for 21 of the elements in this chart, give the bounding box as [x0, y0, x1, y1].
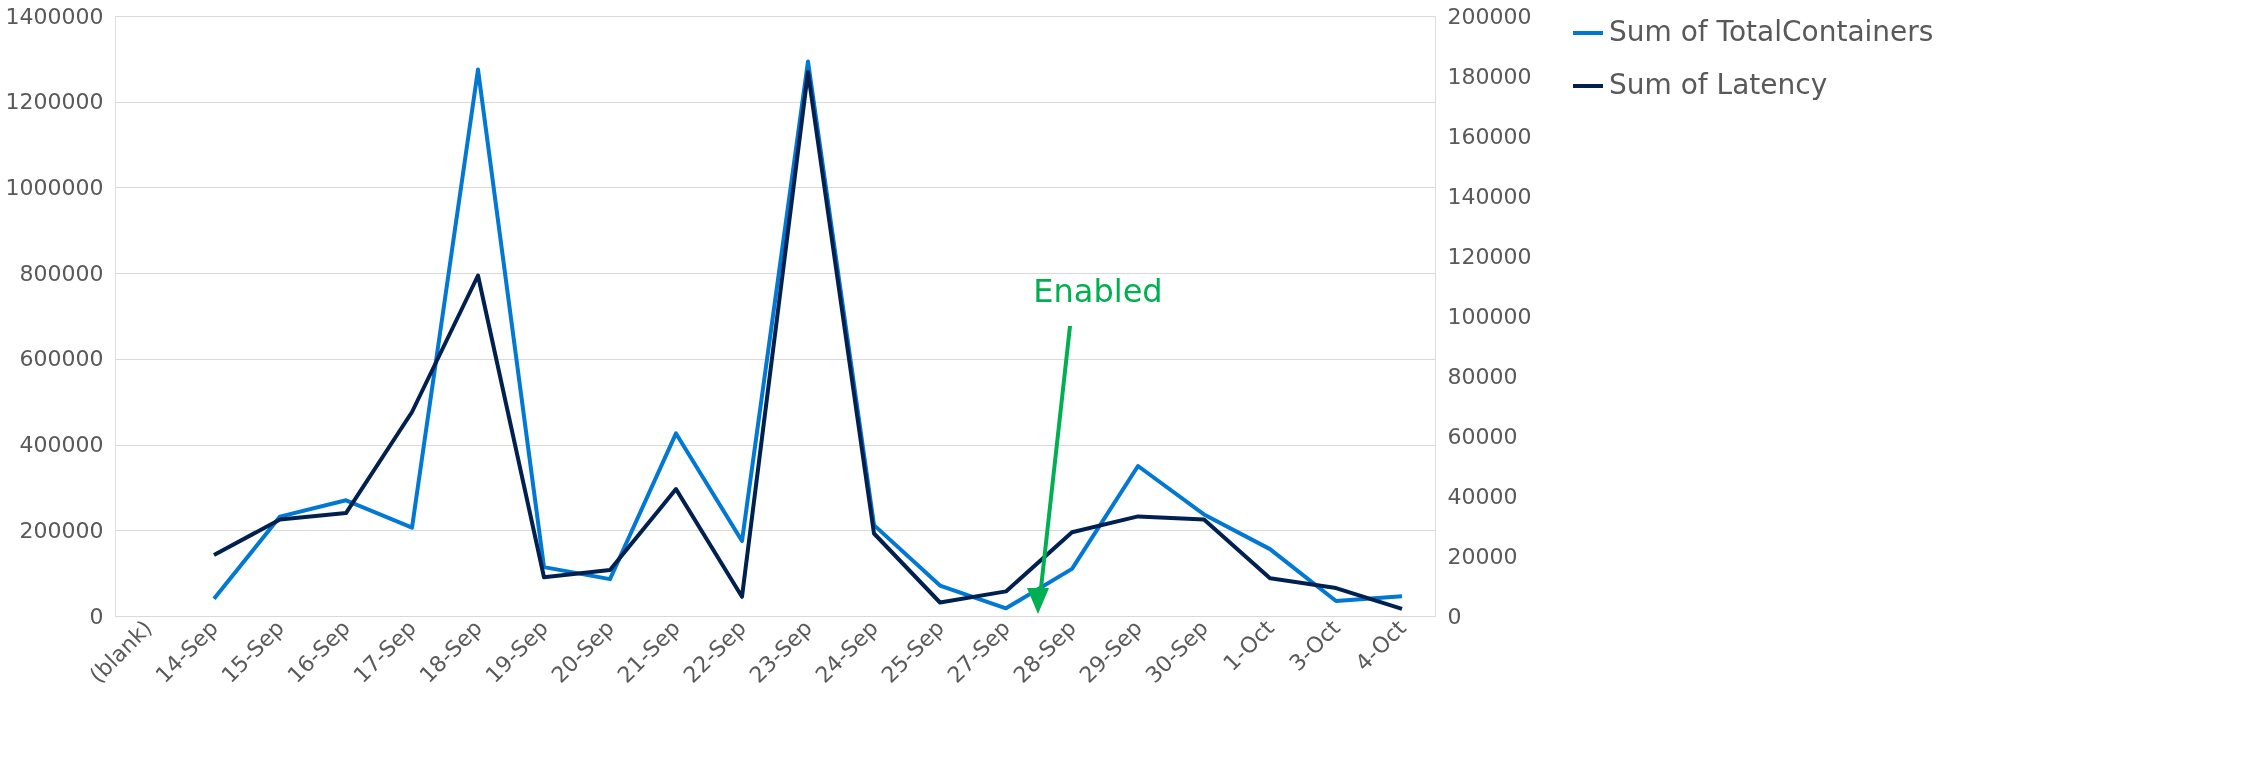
y2-tick-label: 60000	[1447, 423, 1518, 449]
legend-label: Sum of Latency	[1609, 68, 1828, 101]
y2-tick-label: 80000	[1447, 363, 1518, 389]
y2-tick-label: 120000	[1447, 243, 1532, 269]
y-tick-label: 1400000	[5, 3, 104, 29]
legend-label: Sum of TotalContainers	[1609, 15, 1934, 48]
y2-tick-label: 20000	[1447, 543, 1518, 569]
y2-tick-label: 0	[1447, 603, 1462, 629]
y-tick-label: 600000	[19, 346, 104, 372]
y2-tick-label: 100000	[1447, 303, 1532, 329]
y2-tick-label: 200000	[1447, 3, 1532, 29]
y2-tick-label: 180000	[1447, 63, 1532, 89]
y2-tick-label: 40000	[1447, 483, 1518, 509]
y-tick-label: 400000	[19, 432, 104, 458]
y-tick-label: 1000000	[5, 174, 104, 200]
annotation: Enabled	[1033, 272, 1163, 310]
y2-tick-label: 140000	[1447, 183, 1532, 209]
y-tick-label: 200000	[19, 517, 104, 543]
y-tick-label: 1200000	[5, 89, 104, 115]
y-tick-label: 800000	[19, 260, 104, 286]
y2-tick-label: 160000	[1447, 123, 1532, 149]
